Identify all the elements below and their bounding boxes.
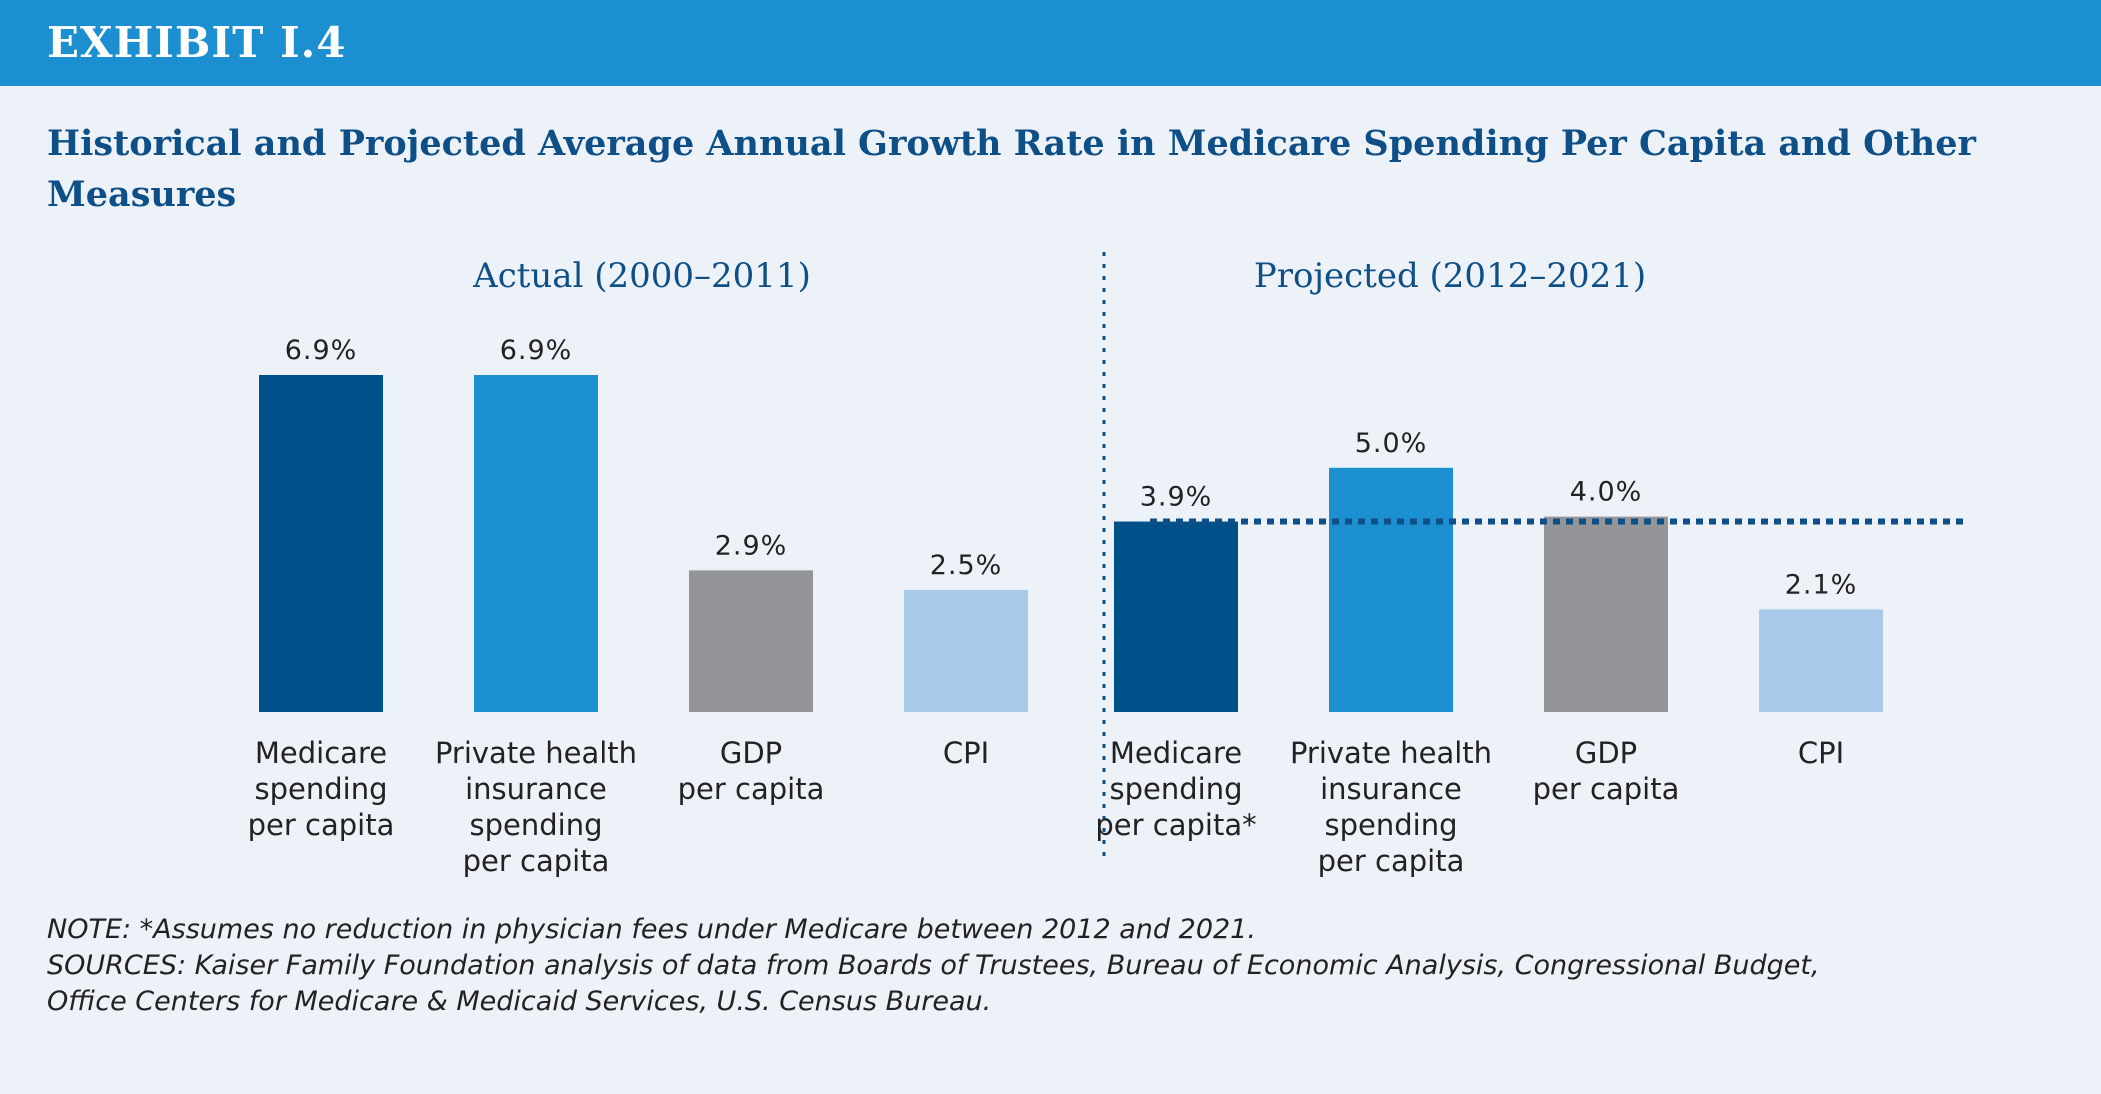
category-label: Private health insurance spending per capit… [1290,736,1492,878]
value-label: 5.0% [1355,428,1428,459]
bar-projected-2 [1544,516,1668,712]
category-label: GDP per capita [678,736,825,806]
value-label: 2.5% [930,550,1003,581]
sources-text-line-1: SOURCES: Kaiser Family Foundation analys… [47,950,1820,981]
sources-text-line-2: Office Centers for Medicare & Medicaid S… [47,986,992,1017]
exhibit-label: EXHIBIT I.4 [47,18,347,67]
bar-projected-0 [1114,521,1238,712]
exhibit-banner: EXHIBIT I.4 [0,0,2101,86]
category-label: GDP per capita [1533,736,1680,806]
panel-title-projected: Projected (2012–2021) [1254,256,1646,296]
value-label: 2.1% [1785,569,1858,600]
bar-actual-2 [689,570,813,712]
value-label: 6.9% [500,335,573,366]
bar-actual-3 [904,589,1028,712]
bar-actual-1 [474,375,598,712]
chart-title: Historical and Projected Average Annual … [47,123,1976,215]
value-label: 4.0% [1570,477,1643,508]
category-label: CPI [943,736,989,770]
panel-title-actual: Actual (2000–2011) [472,256,811,296]
category-label: Medicare spending per capita [248,736,395,842]
notes-section: NOTE: *Assumes no reduction in physician… [47,912,2047,1020]
bar-actual-0 [259,375,383,712]
category-label: CPI [1798,736,1844,770]
bar-projected-1 [1329,467,1453,712]
value-label: 2.9% [715,530,788,561]
category-label: Private health insurance spending per capit… [435,736,637,878]
category-label: Medicare spending per capita* [1095,736,1256,842]
value-label: 3.9% [1140,482,1213,513]
note-text: NOTE: *Assumes no reduction in physician… [47,914,1256,945]
value-label: 6.9% [285,335,358,366]
bar-chart: Actual (2000–2011) 6.9% Medicare spending pe… [248,252,1966,878]
bar-projected-3 [1759,609,1883,712]
